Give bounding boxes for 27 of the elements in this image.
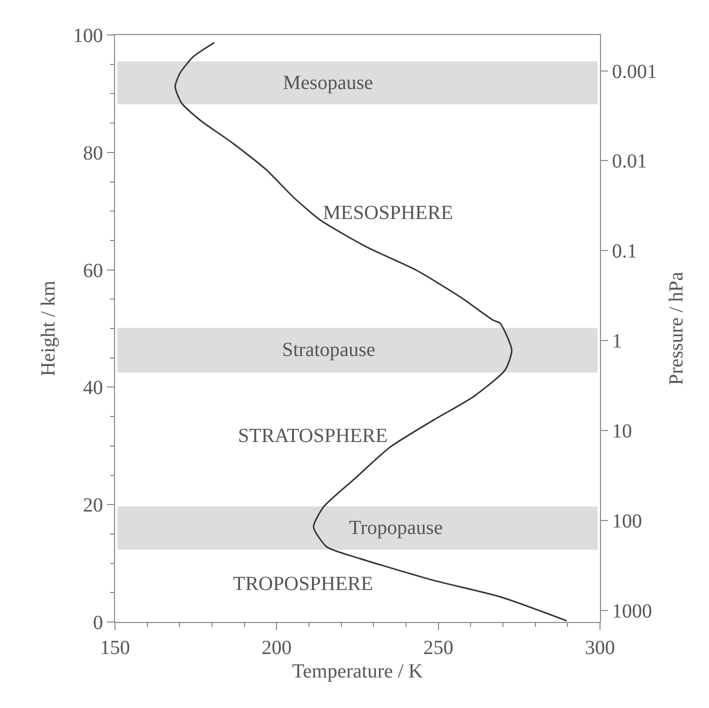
y2-tick-label: 1000 — [612, 600, 652, 622]
y-axis-title: Height / km — [38, 280, 60, 376]
x-tick-label: 200 — [262, 637, 292, 659]
y2-axis-title: Pressure / hPa — [666, 272, 688, 386]
annotation: MESOSPHERE — [323, 202, 454, 224]
annotation: STRATOSPHERE — [238, 425, 388, 447]
y-tick-label: 0 — [93, 612, 103, 634]
band-label: Stratopause — [282, 339, 376, 361]
x-tick-label: 150 — [100, 637, 130, 659]
y2-tick-label: 100 — [612, 510, 642, 532]
x-tick-label: 300 — [585, 637, 615, 659]
x-axis-title: Temperature / K — [292, 660, 424, 682]
y2-tick-label: 0.1 — [612, 240, 637, 263]
x-tick-label: 250 — [423, 637, 454, 659]
band-label: Mesopause — [283, 72, 374, 94]
band-label: Tropopause — [349, 517, 443, 539]
annotation: TROPOSPHERE — [233, 573, 374, 595]
y-tick-label: 40 — [83, 377, 103, 400]
y-tick-label: 60 — [83, 260, 103, 282]
y2-tick-label: 10 — [612, 420, 632, 442]
line-series — [174, 42, 568, 622]
y-tick-label: 20 — [83, 494, 103, 517]
y-tick-label: 100 — [73, 25, 103, 47]
y2-tick-label: 0.001 — [612, 60, 657, 83]
y-tick-label: 80 — [83, 142, 103, 164]
y2-tick-label: 1 — [612, 330, 622, 353]
y2-tick-label: 0.01 — [612, 150, 647, 173]
